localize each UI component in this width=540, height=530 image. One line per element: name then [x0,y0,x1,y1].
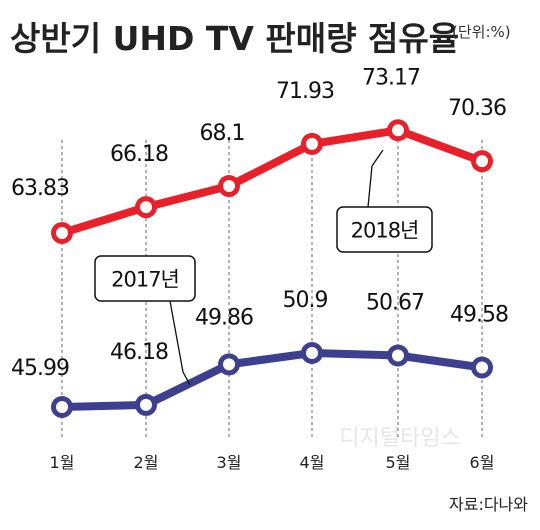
series-line-2017 [58,349,486,411]
data-point-center [392,349,404,362]
data-point-center [223,180,235,193]
data-point-center [56,401,68,413]
data-label: 45.99 [11,356,69,381]
x-tick-label: 5월 [386,453,411,472]
data-label: 66.18 [110,142,168,167]
legend-2018-pointer [367,165,373,208]
x-axis: 1월 2월 3월 4월 5월 6월 [50,453,495,472]
data-point-center [56,227,68,239]
data-point-center [306,137,318,150]
legend-2018-label: 2018년 [351,219,419,243]
data-label: 49.86 [195,305,253,330]
data-point-center [476,361,488,374]
x-tick-label: 4월 [300,453,325,472]
legend-2017-pointer-tip [182,371,191,386]
legend-2017-label: 2017년 [111,268,179,292]
data-label: 71.93 [276,79,334,104]
legend-2017-pointer [169,300,184,373]
chart-title: 상반기 UHD TV 판매량 점유율 [10,19,459,58]
data-label: 73.17 [362,65,420,90]
x-tick-label: 3월 [217,453,242,472]
data-label: 50.67 [366,291,424,316]
unit-label: (단위:%) [452,23,511,41]
x-tick-label: 2월 [134,453,159,472]
data-point-center [140,398,152,411]
data-label: 46.18 [110,340,168,365]
data-point-center [392,124,404,137]
data-labels: 63.83 66.18 68.1 71.93 73.17 70.36 45.99 46.18 4… [11,65,509,381]
data-points [51,119,493,418]
legend-2018-pointer-tip [371,149,384,167]
x-tick-label: 6월 [470,453,495,472]
data-point-center [140,201,152,214]
data-label: 68.1 [200,121,245,146]
series-line-2018 [58,126,486,237]
data-label: 49.58 [450,303,508,328]
x-tick-label: 1월 [50,453,75,472]
data-label: 50.9 [283,288,328,313]
data-point-center [306,346,318,359]
legend-2017-box [94,255,196,302]
data-label: 70.36 [448,96,506,121]
watermark: 디지털타임스 [339,426,460,451]
data-point-center [476,155,488,168]
data-label: 63.83 [11,176,69,201]
legend: 2018년 2017년 [94,149,433,386]
source-note: 자료:다나와 [449,495,528,514]
data-point-center [223,358,235,371]
series-lines [58,126,486,411]
legend-2018-box [336,206,433,253]
